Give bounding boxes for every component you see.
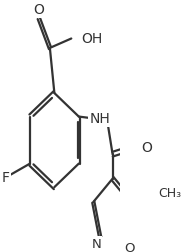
Text: F: F (2, 170, 10, 184)
Text: N: N (91, 237, 101, 250)
Text: O: O (124, 241, 134, 252)
Text: O: O (141, 140, 152, 154)
Text: O: O (33, 3, 44, 17)
Text: CH₃: CH₃ (158, 186, 181, 199)
Text: OH: OH (82, 32, 103, 46)
Text: NH: NH (90, 112, 111, 126)
